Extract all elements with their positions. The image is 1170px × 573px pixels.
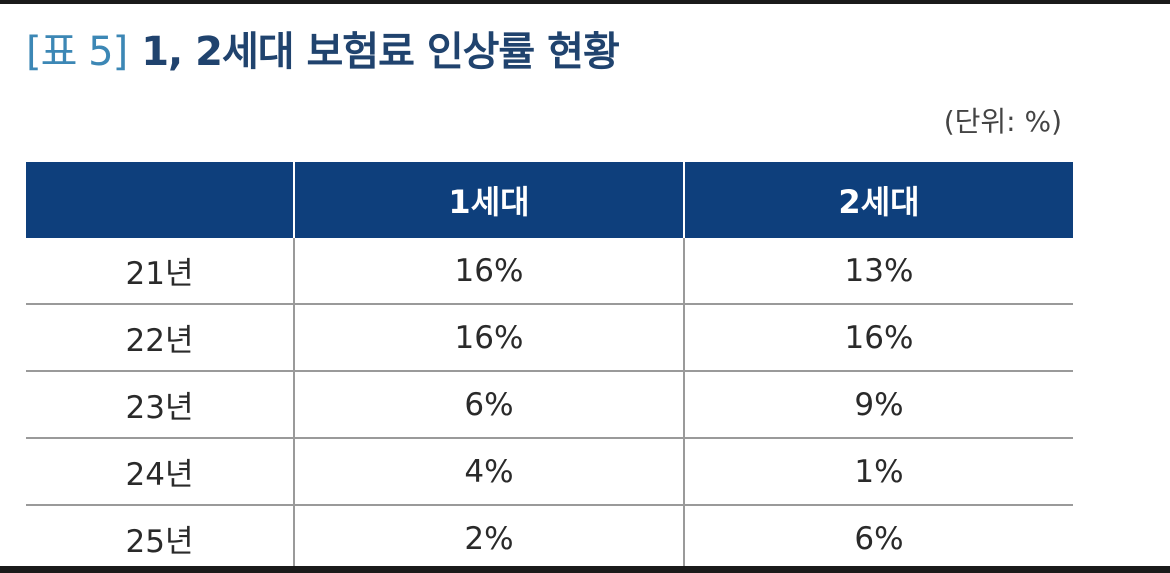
table-title: [표 5] 1, 2세대 보험료 인상률 현황 — [26, 24, 620, 80]
gen1-rate-cell: 16% — [293, 238, 684, 304]
gen2-rate-cell: 6% — [683, 504, 1073, 571]
header-cell-year — [26, 162, 294, 238]
year-cell: 21년 — [125, 256, 194, 292]
gen2-rate-cell: 1% — [683, 437, 1073, 505]
header-cell-gen2: 2세대 — [683, 162, 1073, 238]
top-border — [0, 0, 1170, 4]
gen2-rate-cell: 13% — [683, 238, 1073, 304]
table-row: 24년 4% 1% — [26, 437, 1073, 505]
gen1-rate-cell: 6% — [293, 370, 684, 438]
header-cell-gen1: 1세대 — [293, 162, 684, 238]
year-cell: 25년 — [26, 504, 294, 571]
unit-label: (단위: %) — [943, 105, 1062, 138]
gen1-rate-cell: 2% — [293, 504, 684, 571]
gen2-rate-cell: 16% — [683, 303, 1073, 371]
bottom-border — [0, 566, 1170, 573]
premium-increase-table: 1세대 2세대 21년 16% 13% 22년 16% 16% 23년 6% 9… — [26, 162, 1073, 571]
year-cell: 22년 — [26, 303, 294, 371]
table-row: 25년 2% 6% — [26, 504, 1073, 571]
gen1-rate-cell: 16% — [293, 303, 684, 371]
header-row: 1세대 2세대 — [26, 162, 1073, 238]
table-row: 23년 6% 9% — [26, 370, 1073, 438]
year-cell: 24년 — [26, 437, 294, 505]
table-row: 22년 16% 16% — [26, 303, 1073, 371]
gen1-rate-cell: 4% — [293, 437, 684, 505]
gen2-rate-cell: 9% — [683, 370, 1073, 438]
year-cell: 23년 — [26, 370, 294, 438]
table-number-tag: [표 5] — [26, 29, 128, 75]
table-row: 21년 16% 13% — [26, 238, 1073, 304]
table-title-text: 1, 2세대 보험료 인상률 현황 — [141, 29, 620, 75]
